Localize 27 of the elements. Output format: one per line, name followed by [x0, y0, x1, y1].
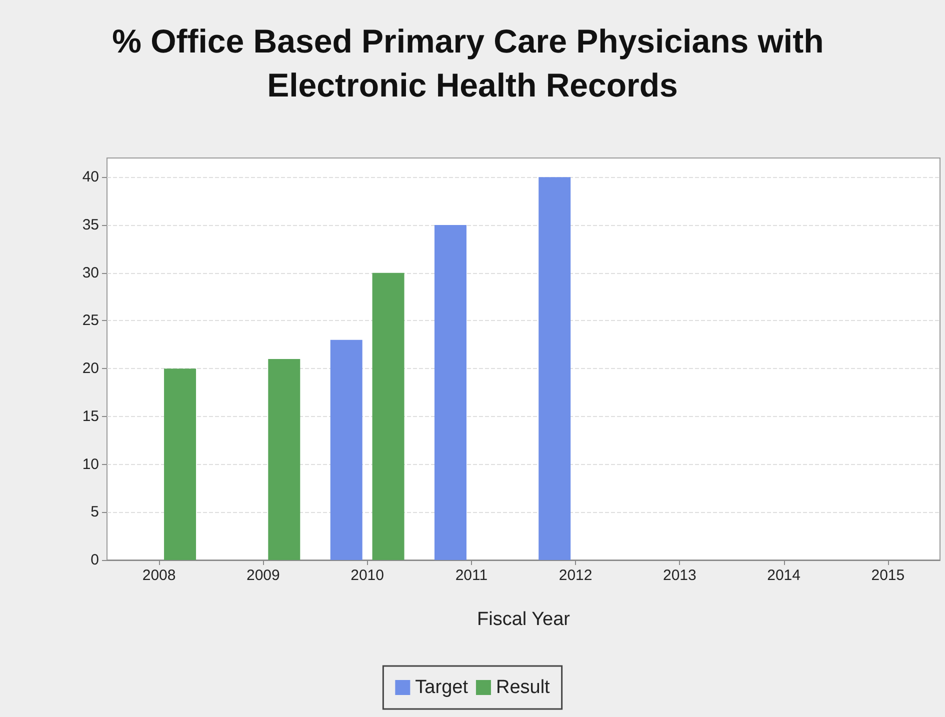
bar [164, 368, 196, 560]
x-tick-label: 2009 [246, 567, 280, 584]
y-tick-label: 30 [82, 264, 99, 282]
x-tick-label: 2012 [558, 567, 592, 584]
bar [434, 225, 466, 560]
y-tick-label: 15 [82, 408, 99, 425]
x-tick-label: 2014 [767, 567, 800, 584]
x-tick-label: 2015 [871, 567, 905, 584]
y-tick-label: 35 [82, 216, 99, 234]
x-tick-label: 2008 [142, 567, 176, 584]
chart-title: % Office Based Primary Care Physicians with Electronic Health Records [112, 22, 833, 104]
x-tick-label: 2013 [663, 567, 696, 584]
bar [538, 177, 571, 560]
bar [268, 359, 300, 560]
y-tick-label: 40 [82, 168, 99, 186]
legend-label: Result [496, 677, 551, 698]
legend-label: Target [415, 677, 469, 698]
y-tick-label: 0 [90, 552, 99, 568]
y-tick-label: 20 [82, 360, 99, 378]
bar [330, 340, 362, 560]
x-axis-title: Fiscal Year [477, 609, 571, 630]
y-tick-label: 5 [90, 504, 99, 521]
y-tick-label: 25 [82, 312, 99, 330]
x-tick-label: 2010 [350, 567, 384, 584]
bar [372, 272, 404, 560]
y-tick-label: 10 [82, 456, 99, 473]
x-tick-label: 2011 [455, 567, 488, 584]
